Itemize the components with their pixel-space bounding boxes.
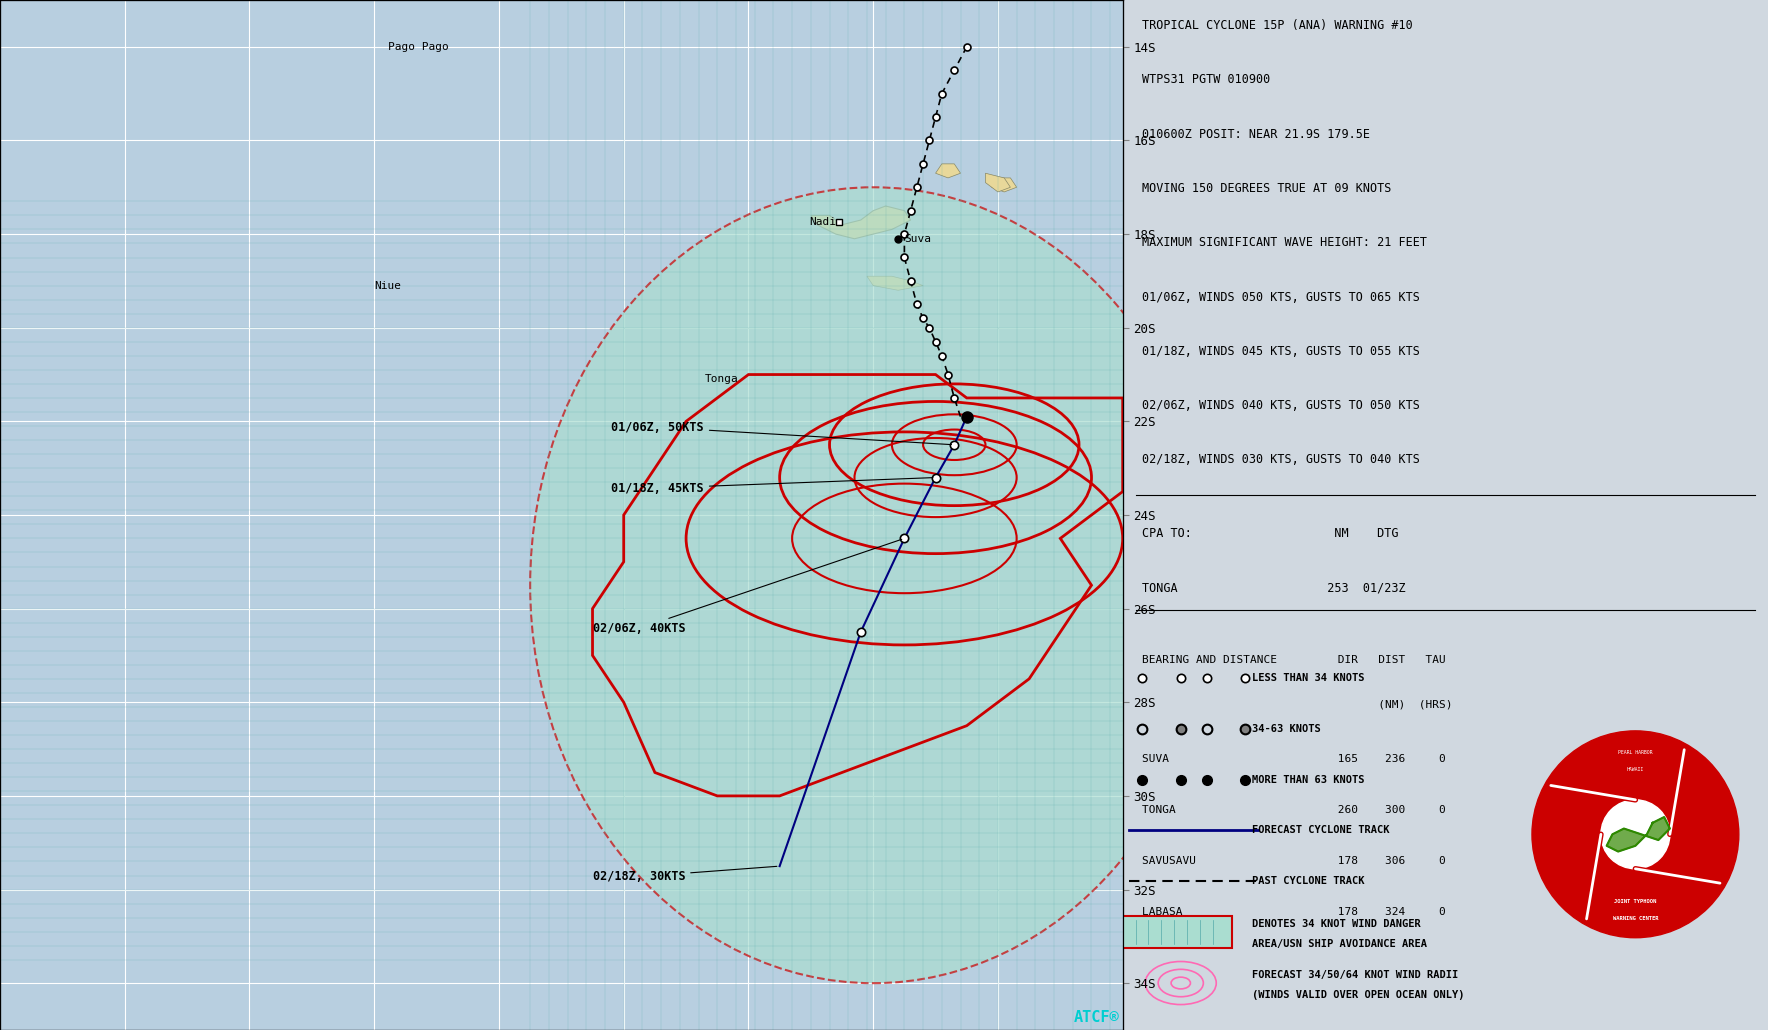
Text: BEARING AND DISTANCE         DIR   DIST   TAU: BEARING AND DISTANCE DIR DIST TAU	[1142, 655, 1446, 664]
Text: MORE THAN 63 KNOTS: MORE THAN 63 KNOTS	[1252, 775, 1365, 785]
Text: PEARL HARBOR: PEARL HARBOR	[1618, 750, 1653, 755]
Polygon shape	[985, 173, 1011, 192]
Circle shape	[1602, 800, 1671, 868]
Text: Niue: Niue	[375, 280, 401, 290]
Text: HAWAII: HAWAII	[1627, 767, 1644, 772]
Text: SAVUSAVU                     178    306     0: SAVUSAVU 178 306 0	[1142, 856, 1446, 866]
Text: TONGA                        260    300     0: TONGA 260 300 0	[1142, 804, 1446, 815]
Polygon shape	[866, 276, 923, 290]
Text: 01/18Z, WINDS 045 KTS, GUSTS TO 055 KTS: 01/18Z, WINDS 045 KTS, GUSTS TO 055 KTS	[1142, 345, 1420, 357]
Text: Nadi: Nadi	[808, 217, 836, 228]
Text: LABASA                       178    324     0: LABASA 178 324 0	[1142, 906, 1446, 917]
Polygon shape	[812, 206, 911, 239]
Text: 34-63 KNOTS: 34-63 KNOTS	[1252, 724, 1321, 733]
Text: Pago Pago: Pago Pago	[387, 41, 449, 52]
Text: ATCF®: ATCF®	[1073, 1010, 1119, 1025]
Text: 02/18Z, 30KTS: 02/18Z, 30KTS	[592, 866, 776, 883]
Text: (WINDS VALID OVER OPEN OCEAN ONLY): (WINDS VALID OVER OPEN OCEAN ONLY)	[1252, 990, 1464, 1000]
Polygon shape	[935, 164, 960, 178]
Text: MAXIMUM SIGNIFICANT WAVE HEIGHT: 21 FEET: MAXIMUM SIGNIFICANT WAVE HEIGHT: 21 FEET	[1142, 236, 1427, 249]
Text: CPA TO:                    NM    DTG: CPA TO: NM DTG	[1142, 527, 1398, 540]
Polygon shape	[992, 178, 1017, 192]
Text: FORECAST 34/50/64 KNOT WIND RADII: FORECAST 34/50/64 KNOT WIND RADII	[1252, 970, 1459, 981]
Text: Tonga: Tonga	[705, 374, 739, 384]
Ellipse shape	[530, 187, 1216, 984]
Text: 02/18Z, WINDS 030 KTS, GUSTS TO 040 KTS: 02/18Z, WINDS 030 KTS, GUSTS TO 040 KTS	[1142, 453, 1420, 467]
Text: 02/06Z, 40KTS: 02/06Z, 40KTS	[592, 540, 902, 636]
Text: PAST CYCLONE TRACK: PAST CYCLONE TRACK	[1252, 877, 1365, 886]
Text: MOVING 150 DEGREES TRUE AT 09 KNOTS: MOVING 150 DEGREES TRUE AT 09 KNOTS	[1142, 182, 1391, 195]
Text: DENOTES 34 KNOT WIND DANGER: DENOTES 34 KNOT WIND DANGER	[1252, 920, 1420, 929]
Text: 01/06Z, 50KTS: 01/06Z, 50KTS	[612, 420, 951, 445]
Text: AREA/USN SHIP AVOIDANCE AREA: AREA/USN SHIP AVOIDANCE AREA	[1252, 939, 1427, 949]
Text: (NM)  (HRS): (NM) (HRS)	[1142, 699, 1453, 710]
Text: TONGA                     253  01/23Z: TONGA 253 01/23Z	[1142, 581, 1406, 594]
Text: TROPICAL CYCLONE 15P (ANA) WARNING #10: TROPICAL CYCLONE 15P (ANA) WARNING #10	[1142, 20, 1413, 32]
Text: 01/18Z, 45KTS: 01/18Z, 45KTS	[612, 478, 934, 494]
Circle shape	[1533, 731, 1740, 937]
Text: WTPS31 PGTW 010900: WTPS31 PGTW 010900	[1142, 73, 1269, 87]
Text: JOINT TYPHOON: JOINT TYPHOON	[1614, 899, 1657, 904]
Text: 010600Z POSIT: NEAR 21.9S 179.5E: 010600Z POSIT: NEAR 21.9S 179.5E	[1142, 128, 1370, 141]
Text: 02/06Z, WINDS 040 KTS, GUSTS TO 050 KTS: 02/06Z, WINDS 040 KTS, GUSTS TO 050 KTS	[1142, 400, 1420, 412]
Text: FORECAST CYCLONE TRACK: FORECAST CYCLONE TRACK	[1252, 825, 1390, 835]
Text: 01/06Z, WINDS 050 KTS, GUSTS TO 065 KTS: 01/06Z, WINDS 050 KTS, GUSTS TO 065 KTS	[1142, 290, 1420, 304]
Text: SUVA                         165    236     0: SUVA 165 236 0	[1142, 754, 1446, 763]
Text: WARNING CENTER: WARNING CENTER	[1612, 917, 1658, 922]
Polygon shape	[1607, 817, 1671, 852]
Text: Suva: Suva	[905, 234, 932, 244]
Text: LESS THAN 34 KNOTS: LESS THAN 34 KNOTS	[1252, 673, 1365, 683]
FancyBboxPatch shape	[1116, 917, 1232, 948]
